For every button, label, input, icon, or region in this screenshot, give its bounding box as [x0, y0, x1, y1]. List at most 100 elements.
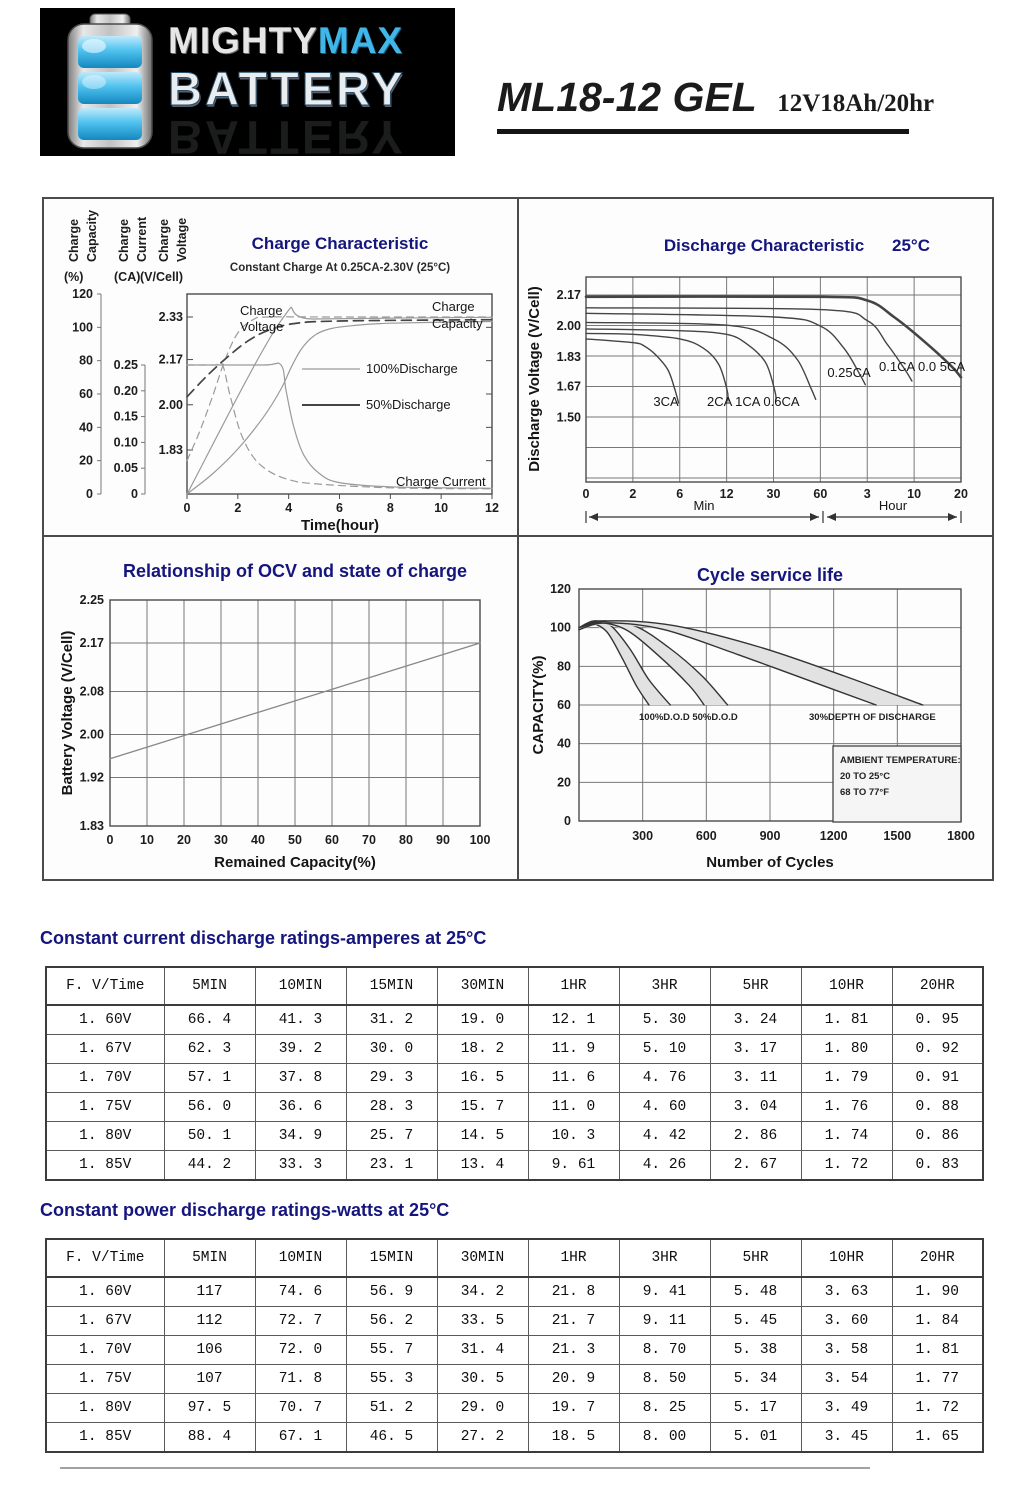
table-cell: 1. 60V	[45, 1004, 165, 1035]
chart-title: Relationship of OCV and state of charge	[123, 561, 467, 581]
axis-unit: (CA)	[114, 270, 140, 284]
capacity-tick-label: 120	[72, 287, 93, 301]
series-ocv-line	[109, 642, 481, 760]
capacity-tick-label: 40	[79, 420, 93, 434]
time-tick-label: 2	[629, 487, 636, 501]
series-2CA	[585, 332, 729, 402]
table-cell: 21. 8	[527, 1276, 620, 1307]
time-tick-label: 10	[434, 501, 448, 515]
table-cell: 1. 75V	[45, 1092, 165, 1122]
voltage-tick-label: 1.83	[557, 350, 581, 364]
band-upper-50%-dod	[578, 620, 729, 706]
series-0.1CA	[585, 307, 913, 382]
table-cell: 1. 74	[800, 1121, 893, 1151]
series-charge-voltage-50pct	[186, 318, 493, 398]
table-cell: 117	[163, 1276, 256, 1307]
table-cell: 34. 2	[436, 1276, 529, 1307]
voltage-tick-label: 2.33	[159, 310, 183, 324]
annotation-charge-capacity: Charge	[432, 299, 475, 314]
cycle-service-life-chart: 120 100 80 60 40 20 0 300 600 900 1200 1500 1800 Cycl…	[530, 565, 975, 871]
column-header: 10HR	[800, 966, 893, 1006]
capacity-tick-label: 10	[140, 833, 154, 847]
capacity-tick-label: 30	[214, 833, 228, 847]
table-cell: 13. 4	[436, 1150, 529, 1181]
table-row: 1. 67V 112 72. 7 56. 2 33. 5 21. 7 9. 11 5. 45 3…	[45, 1306, 984, 1336]
x-axis-label: Remained Capacity(%)	[214, 854, 376, 871]
time-tick-label: 12	[720, 487, 734, 501]
table-cell: 11. 9	[527, 1034, 620, 1064]
band-upper-30%-dod	[578, 620, 924, 706]
table-cell: 3. 54	[800, 1364, 893, 1394]
voltage-tick-label: 2.08	[80, 684, 104, 698]
table-cell: 31. 2	[345, 1004, 438, 1035]
time-tick-label: 6	[336, 501, 343, 515]
table-cell: 10. 3	[527, 1121, 620, 1151]
capacity-tick-label: 40	[251, 833, 265, 847]
brand-text: MIGHTYMAX BATTERY BATTERY	[168, 22, 406, 164]
axis-unit: (%)	[64, 270, 83, 284]
series-charge-capacity-50pct	[186, 306, 493, 495]
table-cell: 41. 3	[254, 1004, 347, 1035]
table-cell: 19. 0	[436, 1004, 529, 1035]
table-cell: 9. 41	[618, 1276, 711, 1307]
cycles-tick-label: 1800	[947, 829, 975, 843]
curve-label: 3CA	[653, 394, 679, 409]
voltage-tick-label: 1.50	[557, 411, 581, 425]
table-cell: 5. 01	[709, 1422, 802, 1453]
table-row: 1. 75V 107 71. 8 55. 3 30. 5 20. 9 8. 50 5. 34 3…	[45, 1364, 984, 1394]
capacity-tick-label: 50	[288, 833, 302, 847]
voltage-tick-label: 1.67	[557, 380, 581, 394]
table-cell: 1. 81	[800, 1004, 893, 1035]
column-header: 1HR	[527, 1238, 620, 1278]
current-tick-label: 0.20	[114, 384, 138, 398]
table-cell: 1. 67V	[45, 1034, 165, 1064]
footer-divider	[60, 1467, 870, 1469]
column-header: 5MIN	[163, 966, 256, 1006]
table-cell: 8. 25	[618, 1393, 711, 1423]
axis-title: Current	[135, 216, 149, 262]
capacity-tick-label: 0	[107, 833, 114, 847]
current-tick-label: 0.15	[114, 410, 138, 424]
column-header: 20HR	[891, 1238, 984, 1278]
plot-border	[585, 276, 962, 483]
arrowhead-left	[827, 513, 836, 521]
table-cell: 5. 48	[709, 1276, 802, 1307]
table-cell: 0. 91	[891, 1063, 984, 1093]
series-charge-current-50pct	[186, 362, 493, 490]
series-3CA	[585, 338, 680, 404]
table-cell: 74. 6	[254, 1276, 347, 1307]
axis-title: Voltage	[175, 218, 189, 262]
axis-title: Charge	[67, 219, 81, 262]
voltage-tick-label: 1.92	[80, 771, 104, 785]
table-cell: 3. 24	[709, 1004, 802, 1035]
annotation-charge-voltage: Voltage	[240, 319, 283, 334]
time-tick-label: 0	[583, 487, 590, 501]
table-cell: 3. 45	[800, 1422, 893, 1453]
voltage-tick-label: 2.17	[159, 353, 183, 367]
column-header: 30MIN	[436, 966, 529, 1006]
column-header: 3HR	[618, 966, 711, 1006]
capacity-tick-label: 70	[362, 833, 376, 847]
table-cell: 2. 86	[709, 1121, 802, 1151]
table-cell: 23. 1	[345, 1150, 438, 1181]
table-row: 1. 85V 88. 4 67. 1 46. 5 27. 2 18. 5 8. 00 5. 0…	[45, 1422, 984, 1453]
brand-logo: MIGHTYMAX BATTERY BATTERY	[40, 8, 455, 164]
capacity-tick-label: 0	[564, 814, 571, 828]
table-row: 1. 60V 117 74. 6 56. 9 34. 2 21. 8 9. 41 5. 48 3…	[45, 1276, 984, 1307]
model-number: ML18-12 GEL	[497, 74, 757, 120]
brand-line2: BATTERY	[168, 62, 406, 115]
table-cell: 66. 4	[163, 1004, 256, 1035]
ambient-box	[832, 745, 962, 823]
y-axis-label: CAPACITY(%)	[530, 656, 547, 755]
capacity-tick-label: 60	[79, 387, 93, 401]
table-cell: 21. 3	[527, 1335, 620, 1365]
band-fill-50%-dod	[579, 620, 728, 705]
table-cell: 5. 17	[709, 1393, 802, 1423]
table-cell: 1. 90	[891, 1276, 984, 1307]
ambient-text: 20 TO 25°C	[840, 771, 890, 782]
table-cell: 71. 8	[254, 1364, 347, 1394]
table-cell: 12. 1	[527, 1004, 620, 1035]
constant-power-table: F. V/Time 5MIN 10MIN 15MIN 30MIN 1HR 3HR 5HR 10H…	[45, 1238, 984, 1453]
table-cell: 28. 3	[345, 1092, 438, 1122]
table-cell: 8. 50	[618, 1364, 711, 1394]
